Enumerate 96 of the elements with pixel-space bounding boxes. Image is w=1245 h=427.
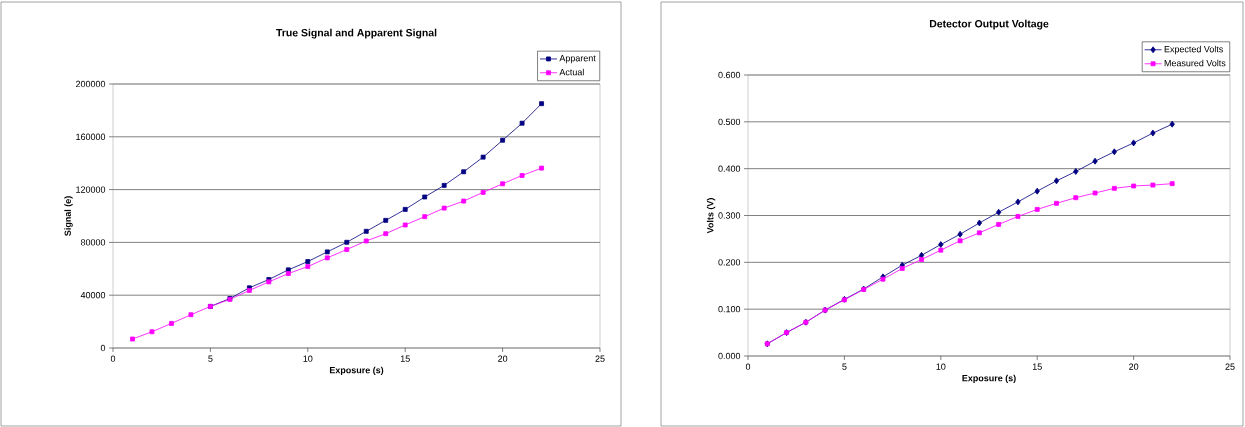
point xyxy=(938,247,944,253)
point xyxy=(441,182,447,188)
x-axis-title: Exposure (s) xyxy=(962,374,1016,384)
x-tick-label: 25 xyxy=(1225,363,1235,370)
x-tick-label: 20 xyxy=(498,355,508,362)
point xyxy=(519,173,525,178)
chart-title: True Signal and Apparent Signal xyxy=(276,28,437,39)
legend-label: Apparent xyxy=(559,55,596,64)
point xyxy=(422,194,428,200)
point xyxy=(363,228,369,234)
point xyxy=(1015,214,1021,219)
point xyxy=(1053,177,1060,185)
point xyxy=(149,329,155,335)
y-tick-label: 200000 xyxy=(76,80,106,88)
point xyxy=(957,238,963,244)
chart-title: Detector Output Voltage xyxy=(929,19,1049,30)
point xyxy=(130,336,135,342)
y-tick-label: 0.000 xyxy=(718,352,741,360)
y-tick-label: 120000 xyxy=(76,186,106,193)
point xyxy=(383,231,389,237)
point xyxy=(919,257,924,262)
x-tick-label: 20 xyxy=(1129,363,1139,370)
y-tick-label: 0.100 xyxy=(718,305,741,313)
legend-label: Expected Volts xyxy=(1164,45,1223,55)
point xyxy=(996,208,1002,216)
x-tick-label: 15 xyxy=(1032,363,1042,370)
y-tick-label: 0 xyxy=(100,344,106,352)
point xyxy=(324,249,330,255)
point xyxy=(976,219,983,227)
point xyxy=(422,214,428,220)
y-tick-label: 0.200 xyxy=(718,259,741,266)
y-tick-label: 0.400 xyxy=(718,165,741,172)
point xyxy=(996,222,1002,227)
y-tick-label: 0.600 xyxy=(718,71,741,79)
point xyxy=(938,241,944,248)
y-axis-title: Signal (e) xyxy=(64,196,73,236)
x-tick-label: 5 xyxy=(842,363,847,370)
point xyxy=(500,137,506,143)
x-tick-label: 5 xyxy=(208,355,213,362)
point xyxy=(539,101,544,107)
point xyxy=(344,239,350,245)
y-tick-label: 160000 xyxy=(76,133,106,140)
y-tick-label: 0.500 xyxy=(718,118,741,126)
point xyxy=(402,222,408,228)
x-tick-label: 15 xyxy=(400,355,410,362)
x-tick-label: 10 xyxy=(936,363,946,370)
point xyxy=(1111,185,1117,191)
x-axis-title: Exposure (s) xyxy=(329,366,384,376)
x-tick-label: 10 xyxy=(303,355,313,362)
point xyxy=(363,238,369,244)
point xyxy=(441,205,447,211)
legend-label: Measured Volts xyxy=(1164,59,1226,67)
point xyxy=(976,230,982,236)
point xyxy=(1092,157,1098,165)
point xyxy=(519,120,525,126)
point xyxy=(899,266,905,271)
point xyxy=(285,271,291,276)
legend-label: Actual xyxy=(559,68,584,76)
point xyxy=(539,165,544,171)
point xyxy=(461,198,467,204)
point xyxy=(305,264,311,269)
point xyxy=(1073,168,1079,175)
point xyxy=(1131,183,1137,189)
y-axis-title: Volts (V) xyxy=(706,198,716,234)
x-tick-label: 25 xyxy=(595,355,605,362)
point xyxy=(383,217,389,223)
point xyxy=(305,259,311,264)
point xyxy=(1034,207,1040,212)
point xyxy=(1150,129,1156,137)
point xyxy=(169,321,174,326)
point xyxy=(500,181,506,187)
point xyxy=(1150,182,1156,188)
point xyxy=(1130,139,1137,147)
point xyxy=(344,247,350,252)
point xyxy=(285,267,291,273)
point xyxy=(480,154,486,160)
point xyxy=(1169,120,1175,128)
x-tick-label: 0 xyxy=(110,355,116,362)
point xyxy=(1015,198,1021,206)
point xyxy=(1073,195,1079,201)
point xyxy=(402,207,408,212)
y-tick-label: 0.300 xyxy=(718,212,741,219)
y-tick-label: 80000 xyxy=(80,239,106,246)
point xyxy=(1034,187,1040,195)
point xyxy=(957,230,963,238)
point xyxy=(324,255,330,261)
point xyxy=(1054,200,1059,206)
point xyxy=(461,169,467,175)
point xyxy=(918,251,925,259)
y-tick-label: 40000 xyxy=(80,292,106,299)
point xyxy=(1092,190,1098,196)
point xyxy=(1111,148,1117,156)
point xyxy=(480,189,486,195)
point xyxy=(188,312,194,318)
x-tick-label: 0 xyxy=(745,363,751,370)
point xyxy=(1169,181,1175,187)
